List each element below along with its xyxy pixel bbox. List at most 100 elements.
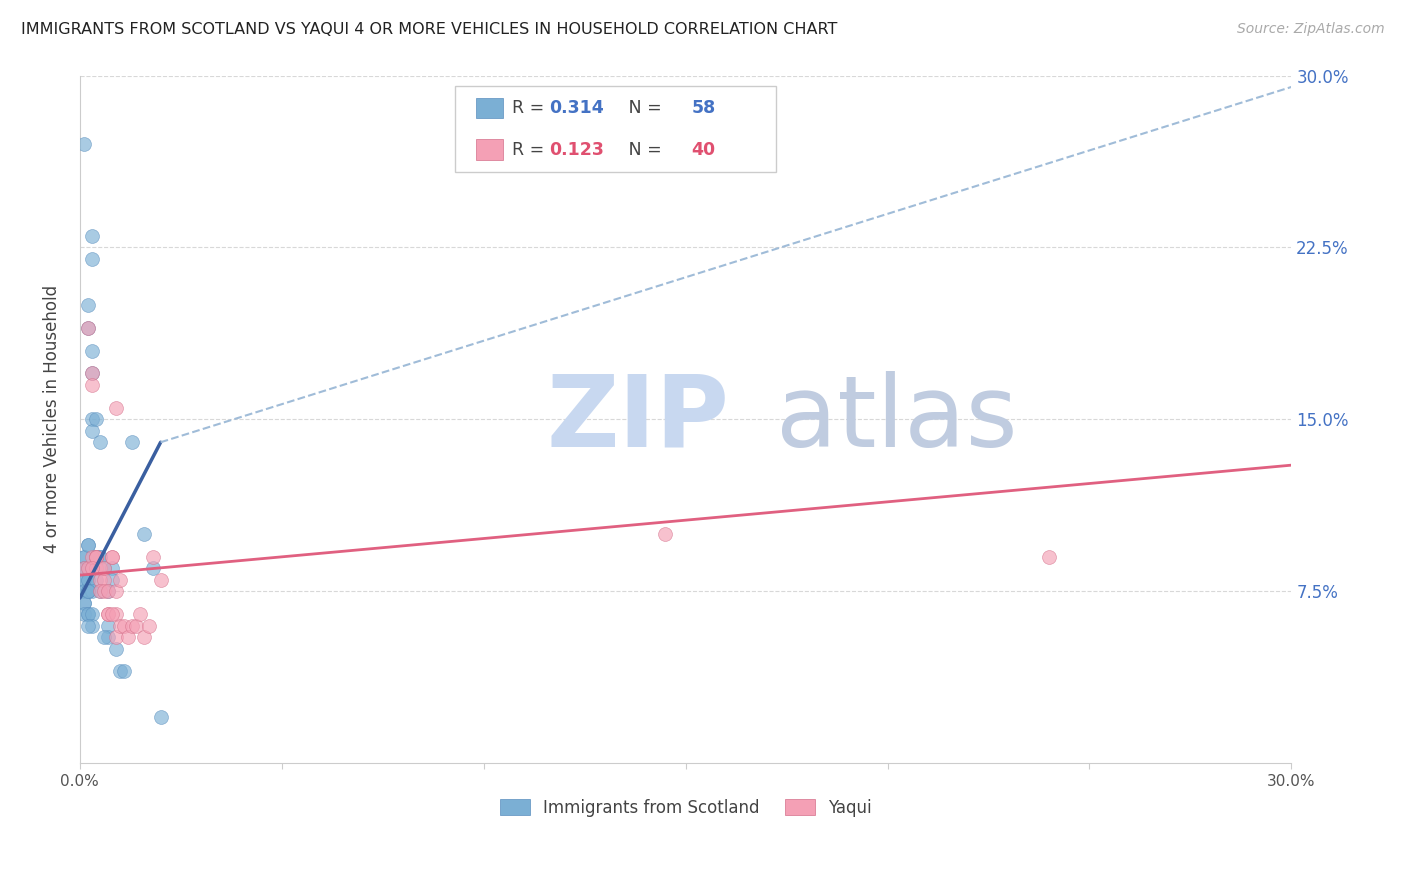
- Point: [77, 584, 100, 599]
- Point: [84, 549, 107, 564]
- Point: [110, 665, 132, 679]
- Point: [89, 573, 111, 587]
- Point: [97, 584, 120, 599]
- Point: [77, 607, 100, 622]
- Point: [73, 573, 96, 587]
- Point: [654, 527, 676, 541]
- Point: [110, 573, 132, 587]
- Point: [121, 618, 143, 632]
- Point: [84, 561, 107, 575]
- Y-axis label: 4 or more Vehicles in Household: 4 or more Vehicles in Household: [44, 285, 60, 553]
- Point: [105, 630, 128, 644]
- Point: [80, 412, 103, 426]
- Point: [80, 561, 103, 575]
- Point: [73, 573, 96, 587]
- Point: [77, 320, 100, 334]
- Text: N =: N =: [612, 141, 666, 159]
- Point: [97, 618, 120, 632]
- Point: [142, 561, 165, 575]
- Point: [117, 630, 139, 644]
- Point: [73, 137, 96, 152]
- Point: [80, 378, 103, 392]
- Point: [77, 573, 100, 587]
- Point: [84, 573, 107, 587]
- Point: [77, 561, 100, 575]
- Point: [80, 549, 103, 564]
- Point: [89, 584, 111, 599]
- Point: [1038, 549, 1060, 564]
- Point: [89, 561, 111, 575]
- Text: 40: 40: [692, 141, 716, 159]
- Point: [84, 549, 107, 564]
- Point: [101, 573, 124, 587]
- Text: 58: 58: [692, 99, 716, 117]
- Point: [77, 584, 100, 599]
- Point: [77, 538, 100, 552]
- Text: IMMIGRANTS FROM SCOTLAND VS YAQUI 4 OR MORE VEHICLES IN HOUSEHOLD CORRELATION CH: IMMIGRANTS FROM SCOTLAND VS YAQUI 4 OR M…: [21, 22, 838, 37]
- Point: [73, 549, 96, 564]
- Point: [77, 298, 100, 312]
- Text: R =: R =: [512, 99, 550, 117]
- Point: [80, 252, 103, 266]
- Point: [89, 549, 111, 564]
- Point: [97, 584, 120, 599]
- Point: [77, 584, 100, 599]
- Point: [149, 573, 172, 587]
- Point: [101, 549, 124, 564]
- Point: [80, 584, 103, 599]
- Point: [101, 549, 124, 564]
- Text: ZIP: ZIP: [547, 371, 730, 467]
- Point: [101, 561, 124, 575]
- Point: [93, 584, 115, 599]
- Point: [84, 549, 107, 564]
- Point: [134, 527, 156, 541]
- Point: [97, 607, 120, 622]
- Point: [77, 538, 100, 552]
- Point: [77, 561, 100, 575]
- Point: [110, 618, 132, 632]
- Point: [73, 549, 96, 564]
- Point: [142, 549, 165, 564]
- Point: [121, 435, 143, 450]
- Point: [80, 618, 103, 632]
- Point: [149, 710, 172, 724]
- Point: [77, 573, 100, 587]
- Point: [80, 229, 103, 244]
- Point: [105, 584, 128, 599]
- Point: [77, 607, 100, 622]
- Text: Source: ZipAtlas.com: Source: ZipAtlas.com: [1237, 22, 1385, 37]
- Point: [84, 549, 107, 564]
- Point: [105, 641, 128, 656]
- Point: [80, 367, 103, 381]
- Point: [129, 607, 152, 622]
- Point: [84, 412, 107, 426]
- Point: [112, 665, 135, 679]
- Text: 0.314: 0.314: [548, 99, 603, 117]
- Point: [77, 320, 100, 334]
- Legend: Immigrants from Scotland, Yaqui: Immigrants from Scotland, Yaqui: [494, 792, 879, 823]
- Point: [93, 630, 115, 644]
- Point: [80, 607, 103, 622]
- Point: [73, 596, 96, 610]
- Point: [77, 618, 100, 632]
- Point: [89, 549, 111, 564]
- Point: [80, 424, 103, 438]
- Point: [77, 584, 100, 599]
- Point: [93, 561, 115, 575]
- FancyBboxPatch shape: [477, 97, 503, 118]
- Point: [97, 607, 120, 622]
- Text: atlas: atlas: [776, 371, 1018, 467]
- Point: [73, 596, 96, 610]
- Point: [77, 561, 100, 575]
- Point: [73, 561, 96, 575]
- Point: [73, 584, 96, 599]
- Point: [101, 607, 124, 622]
- Text: 0.123: 0.123: [548, 141, 603, 159]
- Point: [73, 561, 96, 575]
- FancyBboxPatch shape: [456, 86, 776, 172]
- FancyBboxPatch shape: [477, 139, 503, 160]
- Point: [89, 435, 111, 450]
- Point: [97, 630, 120, 644]
- Point: [84, 549, 107, 564]
- Point: [93, 573, 115, 587]
